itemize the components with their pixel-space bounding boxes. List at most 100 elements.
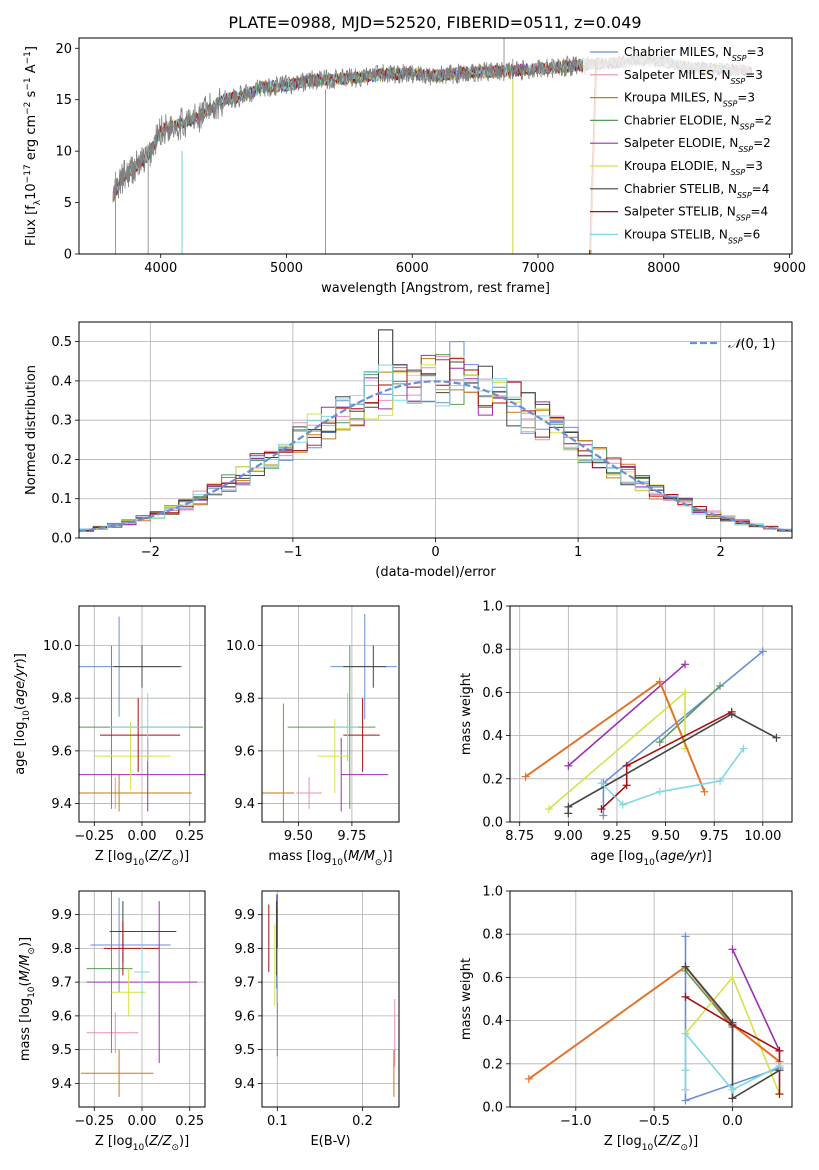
- mass_weight_vs_age-panel: 8.75 9.00 9.25 9.50 9.75 10.00 0.0 0.2 0.4 0.6 0.8…: [482, 600, 793, 844]
- age_vs_z-frame: [78, 605, 206, 823]
- x-tick-label: −0.5: [638, 1114, 670, 1129]
- x-tick-label: 0.25: [175, 1114, 204, 1129]
- ylabel-part: )]: [18, 937, 33, 947]
- y-tick-label: 0.4: [51, 374, 72, 389]
- x-tick-label: 9.00: [554, 829, 583, 844]
- legend-sub: SSP: [728, 236, 743, 245]
- age_vs_mass-points: [262, 613, 397, 822]
- xlabel-part: Z/Z: [148, 1134, 172, 1149]
- ylabel-part: −2: [23, 102, 33, 115]
- x-tick-label: 6000: [396, 261, 429, 276]
- mass_weight_vs_z-panel: −1.0 −0.5 0.0 0.0 0.2 0.4 0.6 0.8 1.0: [482, 885, 793, 1129]
- x-tick-label: 9.75: [337, 829, 366, 844]
- xlabel-part: ⊙: [171, 858, 179, 868]
- ylabel-part: −17: [23, 164, 33, 183]
- y-tick-label: 9.6: [234, 1009, 255, 1024]
- x-tick-label: 0.1: [267, 1114, 288, 1129]
- spectrum-panel: 4000 5000 6000 7000 8000 9000 0 5 10 15 20 Chabrier…: [55, 37, 806, 276]
- mass_weight_vs_z-ylabel: mass weight: [459, 958, 474, 1040]
- x-tick-label: −0.25: [74, 829, 114, 844]
- legend-text: Chabrier STELIB, N: [624, 182, 737, 196]
- histogram-step: [79, 364, 792, 533]
- xlabel-part: )]: [179, 849, 189, 864]
- legend-label: Kroupa ELODIE, NSSP=3: [624, 159, 763, 177]
- legend-label: Salpeter STELIB, NSSP=4: [624, 205, 768, 223]
- legend-sub: SSP: [731, 168, 746, 177]
- age_vs_mass-panel: 9.50 9.75 9.4 9.6 9.8 10.0: [226, 605, 400, 844]
- legend-text: (0, 1): [740, 337, 775, 352]
- mass_vs_z-ylabel: mass [log10(M/M⊙)]: [18, 937, 37, 1061]
- series-line: [684, 966, 780, 1100]
- ylabel-part: λ: [33, 199, 43, 205]
- xlabel-part: 10: [133, 858, 145, 868]
- xlabel-part: Z [log: [95, 1134, 133, 1149]
- y-tick-label: 9.4: [234, 1077, 255, 1092]
- legend-tail: =3: [745, 68, 763, 82]
- xlabel-part: (: [144, 849, 149, 864]
- y-tick-label: 10.0: [226, 639, 255, 654]
- x-tick-label: −0.25: [74, 1114, 114, 1129]
- legend-bg: [583, 43, 788, 250]
- spectrum-ylabel: Flux [fλ10−17 erg cm−2 s−1 A−1]: [23, 46, 43, 246]
- legend-label: Salpeter ELODIE, NSSP=2: [624, 136, 771, 154]
- series-line: [659, 685, 721, 743]
- legend-text: Kroupa STELIB, N: [624, 227, 728, 241]
- histogram-group: [79, 329, 792, 534]
- mass_vs_ebv-panel: 0.1 0.2 9.4 9.5 9.6 9.7 9.8 9.9: [234, 890, 400, 1129]
- mass_weight_vs_age-ylabel: mass weight: [459, 673, 474, 755]
- y-tick-label: 9.4: [51, 797, 72, 812]
- x-tick-label: 0.0: [722, 1114, 743, 1129]
- legend-tail: =2: [754, 113, 772, 127]
- xlabel-part: ⊙: [680, 1143, 688, 1153]
- xlabel-part: 10: [332, 858, 344, 868]
- y-tick-label: 9.5: [51, 1043, 72, 1058]
- xlabel-part: Z/Z: [148, 849, 172, 864]
- x-tick-label: 8000: [647, 261, 680, 276]
- legend-label: Kroupa STELIB, NSSP=6: [624, 227, 760, 245]
- mass_vs_ebv-xlabel: E(B-V): [310, 1134, 350, 1149]
- legend-label: 𝒩(0, 1): [728, 337, 775, 352]
- age_vs_z-panel: −0.25 0.00 0.25 9.4 9.6 9.8 10.0: [43, 605, 206, 844]
- xlabel-part: wavelength [Angstrom, rest frame]: [321, 281, 550, 296]
- legend-tail: =3: [737, 91, 755, 105]
- y-tick-label: 5: [64, 196, 72, 211]
- legend-sub: SSP: [737, 190, 752, 199]
- y-tick-label: 10.0: [43, 639, 72, 654]
- x-tick-label: 0.25: [175, 829, 204, 844]
- residuals-frame: [78, 321, 793, 539]
- legend-tail: =3: [746, 45, 764, 59]
- legend-text: Salpeter STELIB, N: [624, 205, 736, 219]
- xlabel-part: )]: [179, 1134, 189, 1149]
- xlabel-part: age/yr: [660, 849, 703, 864]
- mass_vs_z-xlabel: Z [log10(Z/Z⊙)]: [95, 1134, 189, 1153]
- x-tick-label: 0.2: [352, 1114, 373, 1129]
- legend-sub: SSP: [731, 76, 746, 85]
- ylabel-part: −1: [23, 51, 33, 64]
- x-tick-label: 9000: [773, 261, 806, 276]
- y-tick-label: 9.5: [234, 1043, 255, 1058]
- xlabel-part: ⊙: [375, 858, 383, 868]
- mass_weight_vs_z-xlabel: Z [log10(Z/Z⊙)]: [604, 1134, 698, 1153]
- mass_vs_ebv-frame: [261, 890, 400, 1108]
- x-tick-label: 9.75: [700, 829, 729, 844]
- residuals-xlabel: (data-model)/error: [375, 565, 496, 580]
- residuals-panel: −2 −1 0 1 2 0.0 0.1 0.2 0.3 0.4 0.5 𝒩(0, 1): [51, 321, 793, 560]
- x-tick-label: 4000: [144, 261, 177, 276]
- series-line: [602, 650, 764, 816]
- ylabel-part: 10: [22, 710, 32, 722]
- mass_weight_vs_z-lines: [524, 932, 784, 1105]
- y-tick-label: 0.4: [482, 729, 503, 744]
- xlabel-part: )]: [688, 1134, 698, 1149]
- ylabel-part: (: [13, 705, 28, 710]
- x-tick-label: −1: [283, 545, 302, 560]
- legend-text: Kroupa ELODIE, N: [624, 159, 731, 173]
- xlabel-part: M/M: [348, 849, 375, 864]
- x-tick-label: 9.50: [284, 829, 313, 844]
- legend-label: Salpeter MILES, NSSP=3: [624, 68, 763, 86]
- y-tick-label: 20: [55, 42, 72, 57]
- x-tick-label: 7000: [521, 261, 554, 276]
- xlabel-part: (: [655, 849, 660, 864]
- age_vs_mass-frame: [261, 605, 400, 823]
